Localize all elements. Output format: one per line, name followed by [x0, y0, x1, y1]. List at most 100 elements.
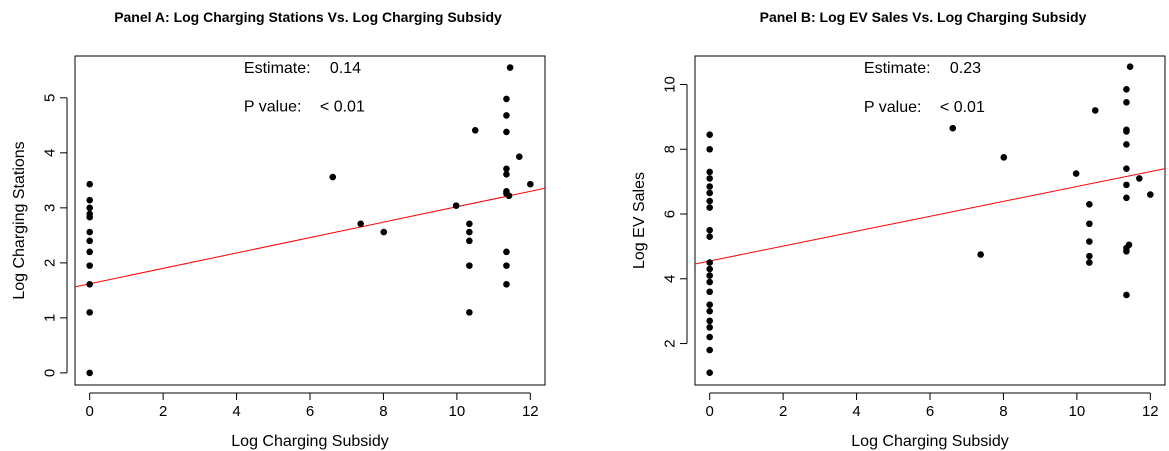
panel-a-ylabel: Log Charging Stations	[11, 141, 28, 299]
panel-a-point	[86, 196, 93, 204]
panel-b-x-tick-label: 6	[926, 403, 934, 420]
panel-a-y-tick-label: 2	[42, 259, 59, 267]
panel-a-annotations: Estimate: 0.14 P value: < 0.01	[244, 60, 365, 116]
panel-b-point	[1123, 181, 1130, 189]
panel-b-point	[706, 175, 713, 182]
panel-b-y-tick-label: 6	[662, 210, 679, 218]
panel-b-point	[706, 278, 713, 286]
panel-a-point	[86, 369, 93, 377]
panel-a-point	[466, 237, 473, 245]
panel-a-point	[466, 309, 473, 316]
panel-a-point	[527, 180, 534, 188]
panel-b-title: Panel B: Log EV Sales Vs. Log Charging S…	[760, 9, 1087, 25]
panel-a-point	[503, 248, 510, 256]
panel-a-x-tick-label: 0	[86, 403, 94, 420]
panel-b-point	[706, 189, 713, 197]
panel-a-point	[357, 220, 364, 228]
panel-a-point	[506, 64, 514, 71]
panel-b-annotation-value: < 0.01	[940, 99, 985, 116]
panel-b-point	[1123, 194, 1130, 202]
panel-b-point	[706, 301, 713, 308]
panel-b-point	[1086, 252, 1093, 260]
panel-a-annotation-value: < 0.01	[320, 99, 365, 116]
panel-a-annotation-value: 0.14	[330, 60, 361, 77]
panel-a-annotation-label: Estimate:	[244, 60, 311, 77]
panel-b-annotation-label: Estimate:	[864, 60, 931, 77]
panel-b-point	[706, 307, 713, 315]
panel-a-x-tick-label: 6	[306, 403, 314, 420]
panel-b-point	[1123, 165, 1130, 172]
panel-a-point	[503, 170, 510, 178]
panel-b-point	[1123, 99, 1130, 106]
panel-a-point	[505, 192, 513, 200]
panel-a-point	[86, 204, 93, 212]
panel-b-point	[706, 204, 713, 211]
panel-a: Panel A: Log Charging Stations Vs. Log C…	[11, 9, 546, 450]
panel-a-y-tick-label: 0	[42, 369, 59, 377]
panel-b-y-tick-label: 2	[662, 339, 679, 347]
panel-b: Panel B: Log EV Sales Vs. Log Charging S…	[631, 9, 1166, 450]
panel-a-y-tick-label: 3	[42, 204, 59, 212]
panel-a-point	[452, 202, 460, 209]
panel-b-point	[949, 124, 957, 132]
panel-a-point	[503, 262, 510, 269]
panel-b-point	[1086, 259, 1093, 266]
panel-a-point	[466, 228, 473, 236]
panel-b-point	[706, 233, 713, 240]
panel-a-point	[86, 281, 93, 288]
panel-b-point	[706, 317, 713, 325]
panel-a-point	[503, 128, 510, 136]
panel-b-point	[706, 346, 713, 354]
panel-a-x-tick-label: 12	[522, 403, 539, 420]
panel-b-point	[706, 168, 713, 176]
panel-a-plot-frame	[74, 55, 546, 386]
panel-a-point	[86, 228, 93, 236]
panel-a-annotation-label: P value:	[244, 99, 302, 116]
panel-b-point	[1147, 191, 1154, 198]
panel-b-point	[706, 333, 713, 341]
panel-b-ylabel: Log EV Sales	[631, 172, 648, 269]
panel-b-point	[1072, 170, 1080, 177]
panel-b-point	[706, 145, 713, 153]
panel-b-x-tick-label: 10	[1069, 403, 1086, 420]
panel-b-point	[1126, 63, 1134, 70]
panel-b-point	[1123, 291, 1130, 299]
panel-b-annotation-label: P value:	[864, 99, 922, 116]
panel-a-point	[503, 281, 510, 288]
panel-a-point	[503, 165, 510, 173]
panel-a-points	[86, 64, 534, 377]
panel-b-point	[706, 131, 713, 138]
panel-a-point	[503, 95, 510, 103]
panel-a-fit-line	[74, 187, 546, 288]
panel-b-point	[1086, 238, 1093, 245]
panel-a-x-tick-label: 4	[232, 403, 240, 420]
panel-b-annotations: Estimate: 0.23 P value: < 0.01	[864, 60, 985, 116]
panel-a-x-tick-label: 2	[159, 403, 167, 420]
panel-a-x-axis: 0 2 4 6 8 10 12	[86, 392, 539, 420]
panel-b-point	[1125, 241, 1133, 249]
panel-b-point	[1000, 154, 1008, 161]
panel-b-point	[1123, 141, 1130, 148]
panel-a-point	[86, 213, 93, 221]
panel-a-y-tick-label: 4	[42, 149, 59, 157]
panel-a-point	[466, 262, 473, 269]
panel-b-point	[1091, 107, 1099, 114]
panel-b-point	[706, 288, 713, 296]
panel-b-point	[706, 226, 713, 234]
panel-a-x-tick-label: 8	[379, 403, 387, 420]
panel-a-xlabel: Log Charging Subsidy	[231, 433, 388, 450]
panel-b-points	[706, 63, 1154, 376]
panel-a-title: Panel A: Log Charging Stations Vs. Log C…	[114, 9, 502, 25]
panel-a-x-tick-label: 10	[449, 403, 466, 420]
panel-a-point	[466, 220, 473, 228]
panel-b-point	[977, 251, 984, 258]
panel-b-y-axis: 2 4 6 8 10	[662, 76, 688, 348]
panel-b-x-tick-label: 8	[999, 403, 1007, 420]
panel-b-point	[1086, 220, 1093, 228]
panel-b-x-tick-label: 2	[779, 403, 787, 420]
panel-a-y-tick-label: 1	[42, 314, 59, 322]
panel-b-plot-frame	[694, 55, 1166, 386]
panel-b-point	[706, 265, 713, 273]
panel-a-y-tick-label: 5	[42, 94, 59, 102]
